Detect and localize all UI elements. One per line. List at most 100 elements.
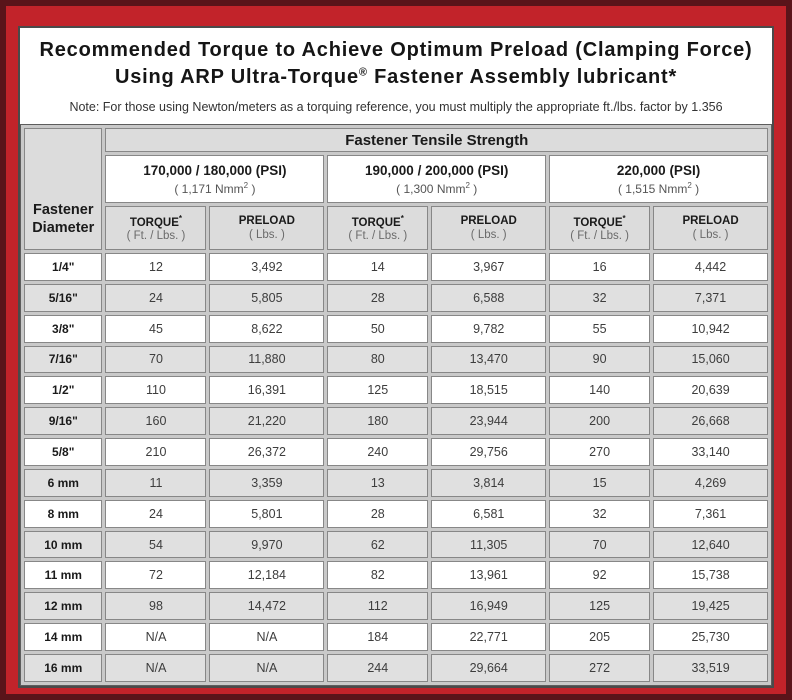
diameter-cell: 1/2" (24, 376, 103, 405)
table-row: 1/2" 110 16,391 125 18,515 140 20,639 (24, 376, 768, 405)
preload-value-cell: 6,581 (431, 499, 547, 528)
title-line2: Using ARP Ultra-Torque (114, 66, 359, 88)
preload-value-cell: 22,771 (431, 623, 547, 651)
psi-value: 190,000 / 200,000 (PSI) (365, 162, 509, 178)
preload-value-cell: 7,361 (653, 499, 768, 528)
preload-value-cell: 8,622 (209, 314, 325, 343)
table-row: 3/8" 45 8,622 50 9,782 55 10,942 (24, 314, 768, 343)
preload-value-cell: 29,664 (431, 653, 547, 682)
preload-value-cell: 25,730 (653, 623, 768, 651)
torque-value-cell: 160 (105, 407, 207, 436)
preload-value-cell: 4,269 (653, 468, 768, 497)
tensile-strength-header: Fastener Tensile Strength (105, 128, 768, 152)
preload-column-header: PRELOAD ( Lbs. ) (209, 206, 325, 250)
preload-value-cell: 26,372 (209, 438, 325, 466)
table-row: 16 mm N/A N/A 244 29,664 272 33,519 (24, 653, 768, 682)
preload-value-cell: 3,492 (209, 253, 325, 281)
torque-value-cell: 98 (105, 592, 207, 621)
diameter-cell: 5/8" (24, 438, 103, 466)
psi-value: 220,000 (PSI) (616, 162, 701, 178)
torque-value-cell: 70 (549, 530, 651, 559)
torque-column-header: TORQUE* ( Ft. / Lbs. ) (549, 206, 651, 250)
nmm-value: ( 1,171 Nmm2 ) (174, 180, 256, 196)
torque-table: Fastener Diameter Fastener Tensile Stren… (20, 124, 772, 686)
torque-value-cell: 210 (105, 438, 207, 466)
preload-value-cell: 10,942 (653, 314, 768, 343)
torque-value-cell: 28 (327, 499, 429, 528)
preload-value-cell: 3,967 (431, 253, 547, 281)
torque-value-cell: 16 (549, 253, 651, 281)
table-row: 11 mm 72 12,184 82 13,961 92 15,738 (24, 561, 768, 590)
fastener-diameter-line1: Fastener (33, 201, 94, 218)
torque-value-cell: 24 (105, 283, 207, 312)
diameter-cell: 16 mm (24, 653, 103, 682)
torque-value-cell: N/A (105, 653, 207, 682)
psi-value: 170,000 / 180,000 (PSI) (143, 162, 287, 178)
torque-value-cell: 82 (327, 561, 429, 590)
torque-value-cell: N/A (105, 623, 207, 651)
table-row: 5/16" 24 5,805 28 6,588 32 7,371 (24, 283, 768, 312)
torque-value-cell: 13 (327, 468, 429, 497)
preload-value-cell: 23,944 (431, 407, 547, 436)
preload-value-cell: 5,801 (209, 499, 325, 528)
torque-value-cell: 140 (549, 376, 651, 405)
fastener-diameter-header: Fastener Diameter (24, 128, 103, 250)
torque-value-cell: 24 (105, 499, 207, 528)
diameter-cell: 9/16" (24, 407, 103, 436)
nmm-value: ( 1,300 Nmm2 ) (396, 180, 478, 196)
diameter-cell: 6 mm (24, 468, 103, 497)
header-row-psi: 170,000 / 180,000 (PSI) ( 1,171 Nmm2 ) 1… (24, 155, 768, 203)
preload-value-cell: 3,814 (431, 468, 547, 497)
torque-value-cell: 14 (327, 253, 429, 281)
table-row: 9/16" 160 21,220 180 23,944 200 26,668 (24, 407, 768, 436)
torque-value-cell: 112 (327, 592, 429, 621)
torque-value-cell: 244 (327, 653, 429, 682)
table-row: 12 mm 98 14,472 112 16,949 125 19,425 (24, 592, 768, 621)
preload-value-cell: 33,140 (653, 438, 768, 466)
table-row: 10 mm 54 9,970 62 11,305 70 12,640 (24, 530, 768, 559)
diameter-cell: 3/8" (24, 314, 103, 343)
torque-value-cell: 72 (105, 561, 207, 590)
preload-value-cell: 12,184 (209, 561, 325, 590)
preload-column-header: PRELOAD ( Lbs. ) (653, 206, 768, 250)
torque-value-cell: 15 (549, 468, 651, 497)
torque-value-cell: 110 (105, 376, 207, 405)
fastener-diameter-line2: Diameter (32, 219, 95, 236)
psi-header-170: 170,000 / 180,000 (PSI) ( 1,171 Nmm2 ) (105, 155, 325, 203)
torque-value-cell: 11 (105, 468, 207, 497)
torque-value-cell: 12 (105, 253, 207, 281)
torque-value-cell: 50 (327, 314, 429, 343)
table-row: 5/8" 210 26,372 240 29,756 270 33,140 (24, 438, 768, 466)
table-row: 8 mm 24 5,801 28 6,581 32 7,361 (24, 499, 768, 528)
preload-value-cell: 11,880 (209, 345, 325, 374)
psi-header-220: 220,000 (PSI) ( 1,515 Nmm2 ) (549, 155, 768, 203)
torque-value-cell: 62 (327, 530, 429, 559)
diameter-cell: 7/16" (24, 345, 103, 374)
title-line2-end: Fastener Assembly lubricant* (367, 66, 678, 88)
diameter-cell: 12 mm (24, 592, 103, 621)
table-row: 14 mm N/A N/A 184 22,771 205 25,730 (24, 623, 768, 651)
preload-value-cell: 7,371 (653, 283, 768, 312)
preload-value-cell: 3,359 (209, 468, 325, 497)
page-title: Recommended Torque to Achieve Optimum Pr… (20, 37, 772, 91)
preload-value-cell: 21,220 (209, 407, 325, 436)
preload-value-cell: 19,425 (653, 592, 768, 621)
preload-value-cell: 5,805 (209, 283, 325, 312)
preload-value-cell: 9,970 (209, 530, 325, 559)
torque-value-cell: 32 (549, 499, 651, 528)
torque-value-cell: 205 (549, 623, 651, 651)
note-text: Note: For those using Newton/meters as a… (69, 100, 723, 114)
preload-value-cell: 16,391 (209, 376, 325, 405)
preload-value-cell: 33,519 (653, 653, 768, 682)
torque-value-cell: 80 (327, 345, 429, 374)
torque-value-cell: 184 (327, 623, 429, 651)
diameter-cell: 5/16" (24, 283, 103, 312)
preload-value-cell: 18,515 (431, 376, 547, 405)
diameter-cell: 1/4" (24, 253, 103, 281)
torque-value-cell: 240 (327, 438, 429, 466)
table-row: 7/16" 70 11,880 80 13,470 90 15,060 (24, 345, 768, 374)
preload-value-cell: 20,639 (653, 376, 768, 405)
torque-value-cell: 270 (549, 438, 651, 466)
table-row: 6 mm 11 3,359 13 3,814 15 4,269 (24, 468, 768, 497)
